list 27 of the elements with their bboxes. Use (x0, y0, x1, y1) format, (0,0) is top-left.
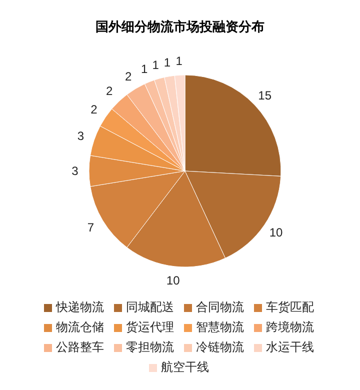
data-label: 3 (77, 128, 84, 143)
data-label: 1 (140, 62, 148, 76)
data-label: 3 (72, 164, 79, 178)
legend-label: 合同物流 (196, 300, 244, 314)
chart-title: 国外细分物流市场投融资分布 (94, 18, 266, 36)
legend-label: 跨境物流 (266, 320, 314, 334)
legend-label: 车货匹配 (266, 300, 314, 314)
data-label: 10 (166, 273, 180, 288)
data-label: 7 (87, 220, 94, 235)
legend-label: 快递物流 (56, 300, 104, 314)
data-label: 15 (258, 88, 272, 102)
data-label: 2 (124, 70, 132, 84)
legend-label: 智慧物流 (196, 320, 244, 334)
legend-label: 物流仓储 (56, 320, 104, 334)
data-label: 1 (164, 55, 171, 70)
legend-label: 水运干线 (266, 340, 314, 354)
data-label: 1 (152, 58, 160, 72)
data-label: 10 (269, 226, 284, 240)
legend-label: 货运代理 (126, 320, 174, 334)
legend-label: 同城配送 (126, 300, 174, 314)
data-label: 1 (176, 54, 183, 68)
data-label: 2 (106, 84, 114, 98)
legend-label: 航空干线 (161, 360, 209, 374)
legend-label: 零担物流 (126, 340, 174, 354)
data-label: 2 (90, 102, 98, 116)
legend-label: 公路整车 (56, 340, 104, 354)
legend-label: 冷链物流 (196, 340, 244, 354)
